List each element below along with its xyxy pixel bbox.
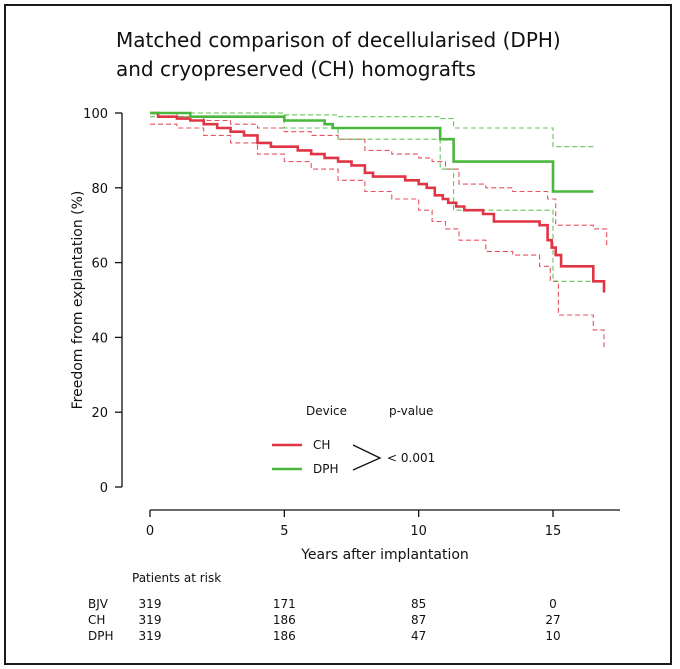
y-tick-label: 80 <box>91 182 108 197</box>
y-tick-label: 20 <box>91 406 108 421</box>
risk-cell: 319 <box>139 629 162 643</box>
x-axis-title: Years after implantation <box>300 547 469 563</box>
series-ch-ci-lower <box>150 123 605 349</box>
risk-cell: 171 <box>273 597 296 611</box>
risk-table-title: Patients at risk <box>132 571 221 585</box>
legend-bracket <box>352 444 382 471</box>
y-axis-title: Freedom from explantation (%) <box>70 191 86 410</box>
axes: 0 20 40 60 80 100 0 5 10 15 Years after implantati… <box>70 107 620 563</box>
chart-title-line-2: and cryopreserved (CH) homografts <box>116 57 476 81</box>
legend-header-device: Device <box>306 404 347 418</box>
risk-cell: 0 <box>549 597 557 611</box>
risk-cell: 27 <box>545 613 560 627</box>
series-layer <box>150 111 608 349</box>
risk-cell: 87 <box>411 613 426 627</box>
risk-cell: 186 <box>273 629 296 643</box>
y-tick-label: 100 <box>83 107 108 122</box>
risk-cell: 186 <box>273 613 296 627</box>
legend: Device p-value CH DPH < 0.001 <box>272 404 435 476</box>
legend-label-dph: DPH <box>313 462 339 476</box>
risk-cell: 47 <box>411 629 426 643</box>
series-dph-line <box>150 111 594 193</box>
x-tick-label: 5 <box>280 524 288 539</box>
risk-row-label: CH <box>88 613 105 627</box>
figure-frame <box>4 4 672 665</box>
legend-pvalue: < 0.001 <box>387 451 435 465</box>
risk-cell: 85 <box>411 597 426 611</box>
risk-row-label: BJV <box>88 597 109 611</box>
y-tick-label: 0 <box>100 481 108 496</box>
y-tick-label: 60 <box>91 257 108 272</box>
x-tick-label: 0 <box>146 524 154 539</box>
risk-row-label: DPH <box>88 629 114 643</box>
series-ch-ci-upper <box>150 112 608 248</box>
chart-title: Matched comparison of decellularised (DP… <box>116 26 636 84</box>
series-dph-ci-upper <box>150 112 594 148</box>
risk-cell: 319 <box>139 613 162 627</box>
legend-header-pvalue: p-value <box>389 404 433 418</box>
chart-title-line-1: Matched comparison of decellularised (DP… <box>116 28 561 52</box>
series-dph-ci-lower <box>150 116 594 282</box>
y-tick-label: 40 <box>91 331 108 346</box>
risk-cell: 319 <box>139 597 162 611</box>
x-tick-label: 10 <box>410 524 427 539</box>
risk-table: Patients at risk BJV 319 171 85 0 CH 319 186 87 2… <box>88 571 561 643</box>
x-tick-label: 15 <box>545 524 562 539</box>
legend-label-ch: CH <box>313 438 330 452</box>
series-ch-line <box>150 111 606 293</box>
risk-cell: 10 <box>545 629 560 643</box>
